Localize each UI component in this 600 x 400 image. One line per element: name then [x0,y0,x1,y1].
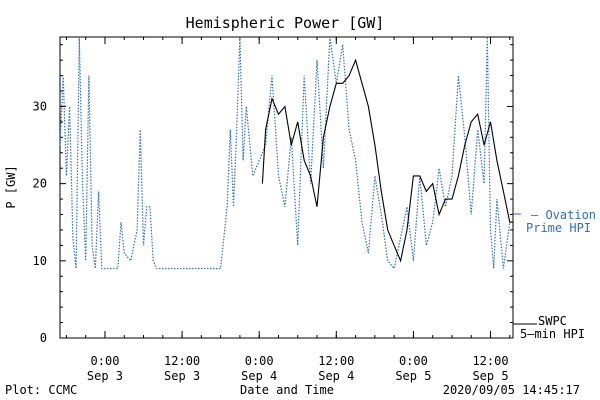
x-tick-label-date: Sep 3 [164,369,200,383]
y-axis: 0 10 20 30 [33,44,513,345]
y-tick-label: 20 [33,177,47,191]
x-tick-label-time: 0:00 [91,354,120,368]
series-ovation-prime-line [59,36,511,270]
x-tick-label-date: Sep 5 [395,369,431,383]
x-tick-label-date: Sep 3 [87,369,123,383]
x-axis-label: Date and Time [240,383,334,397]
x-tick-label-date: Sep 5 [472,369,508,383]
footer-left-label: Plot: CCMC [5,383,77,397]
x-tick-label-date: Sep 4 [241,369,277,383]
y-tick-label: 0 [40,331,47,345]
timestamp: 2020/09/05 14:45:17 [443,383,580,397]
legend-swpc-line2: 5–min HPI [520,327,585,341]
y-tick-label: 10 [33,254,47,268]
legend-ovation-prime: — Ovation Prime HPI [513,208,596,235]
series-swpc-line [261,58,513,263]
x-tick-label-time: 0:00 [245,354,274,368]
y-axis-label: P [GW] [4,165,18,208]
series-layer [59,36,513,270]
x-tick-label-time: 12:00 [318,354,354,368]
plot-border [59,36,514,339]
x-tick-label-time: 12:00 [472,354,508,368]
x-tick-label-time: 0:00 [399,354,428,368]
x-tick-label-date: Sep 4 [318,369,354,383]
y-tick-label: 30 [33,99,47,113]
x-tick-label-time: 12:00 [164,354,200,368]
legend-swpc-line1: SWPC [538,314,567,328]
legend-ovation-line2: Prime HPI [526,221,591,235]
chart-title: Hemispheric Power [GW] [186,14,385,32]
plot-area [59,36,514,339]
legend-ovation-line1: — Ovation [531,208,596,222]
legend-swpc: SWPC 5–min HPI [513,314,585,341]
